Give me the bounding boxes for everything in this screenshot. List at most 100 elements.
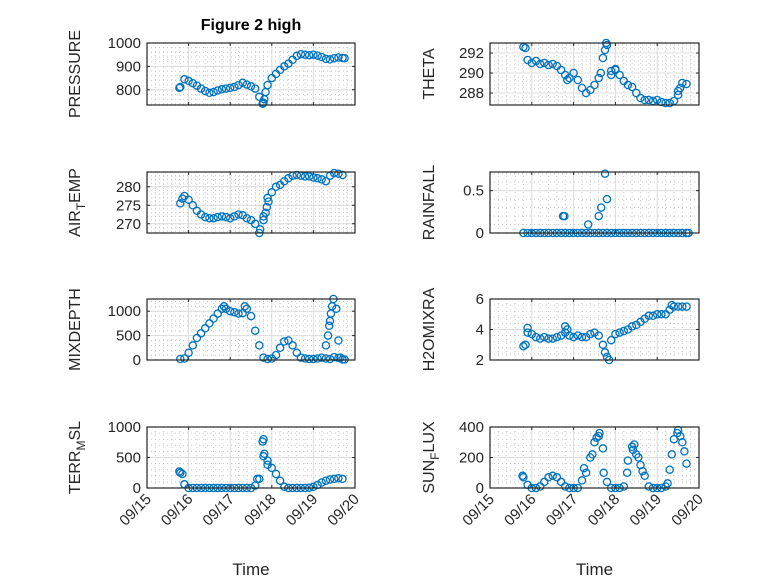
data-point [250, 219, 260, 229]
data-point [535, 59, 545, 69]
data-point [594, 331, 603, 340]
y-axis-label: TERRMSL [67, 421, 88, 494]
y-tick-label: 6 [476, 291, 484, 308]
axes-box [146, 42, 356, 106]
data-point [264, 197, 273, 206]
data-point [184, 348, 193, 357]
data-point [292, 170, 302, 180]
data-point [636, 93, 645, 103]
data-point [230, 307, 239, 317]
y-axis-label-rest: SL [67, 421, 84, 441]
data-point [196, 328, 206, 338]
data-point [284, 174, 293, 183]
axes-box [146, 426, 356, 489]
data-point [304, 50, 314, 60]
data-point [280, 337, 289, 346]
subplot-mixdepth: 0 500 1000 MIXDEPTH [67, 288, 356, 371]
y-tick-label: 400 [459, 419, 484, 436]
data-point [263, 354, 272, 364]
data-point [252, 474, 262, 484]
data-point [309, 50, 318, 59]
data-point [556, 65, 566, 75]
data-point [678, 302, 687, 311]
data-point [176, 199, 185, 208]
data-point [317, 353, 326, 362]
data-point [600, 169, 610, 178]
y-axis-label: AIRTEMP [67, 168, 88, 237]
data-point [188, 201, 198, 210]
y-axis-label: RAINFALL [421, 165, 438, 241]
data-point [634, 453, 643, 462]
data-point [300, 50, 310, 59]
data-point [178, 194, 187, 203]
data-point [234, 80, 243, 90]
y-axis-label-rest: LUX [421, 421, 438, 452]
data-point [602, 477, 612, 487]
data-point [188, 341, 198, 350]
x-axis-label: Time [232, 560, 269, 579]
data-point [258, 99, 267, 109]
axes-box [489, 42, 700, 106]
data-point [336, 353, 345, 362]
data-point [548, 471, 557, 481]
data-point [280, 482, 289, 492]
data-point [259, 98, 268, 107]
data-point [586, 329, 595, 339]
data-point [627, 82, 637, 92]
y-axis-label: PRESSURE [67, 30, 84, 118]
data-point [665, 98, 674, 108]
data-point [682, 79, 691, 89]
data-point [284, 336, 293, 345]
data-point [661, 98, 670, 108]
y-axis-label-main: THETA [421, 48, 438, 100]
data-point [682, 459, 691, 468]
data-point [275, 476, 285, 485]
data-point [213, 86, 222, 95]
data-point [615, 70, 624, 80]
data-point [598, 340, 608, 350]
data-point [638, 466, 647, 476]
data-point [577, 476, 587, 485]
data-point [304, 172, 314, 181]
y-axis-label-main: SUN [421, 460, 438, 494]
data-point [176, 82, 185, 92]
data-point [594, 73, 603, 83]
y-tick-label: 275 [116, 197, 141, 214]
data-point [334, 53, 343, 62]
data-point [176, 354, 185, 364]
data-point [238, 78, 247, 88]
y-axis-label: H2OMIXRA [421, 287, 438, 371]
y-axis-label-subscript: M [74, 441, 88, 451]
data-point [581, 468, 591, 478]
data-point [271, 182, 281, 192]
data-point [600, 348, 610, 357]
y-tick-label: 1000 [108, 419, 141, 436]
data-point [560, 482, 570, 491]
data-point [180, 75, 189, 84]
y-axis-label-main: TERR [67, 451, 84, 495]
data-point [184, 195, 193, 204]
data-point [221, 84, 231, 93]
data-point [221, 304, 231, 314]
axes-box [146, 298, 356, 361]
data-point [304, 354, 314, 364]
y-axis-label: MIXDEPTH [67, 288, 84, 371]
data-point [544, 473, 553, 482]
data-point [205, 213, 214, 223]
data-point [209, 314, 218, 323]
data-point [602, 194, 612, 204]
data-point [596, 203, 606, 212]
data-point [623, 80, 633, 90]
data-point [184, 76, 193, 86]
data-point [225, 213, 235, 223]
y-axis-label-main: H2OMIXRA [421, 287, 438, 371]
data-point [560, 211, 569, 221]
data-point [640, 95, 649, 105]
data-point [296, 353, 306, 362]
data-point [217, 85, 227, 94]
data-point [552, 332, 562, 342]
data-point [259, 215, 268, 225]
data-point [240, 302, 250, 311]
